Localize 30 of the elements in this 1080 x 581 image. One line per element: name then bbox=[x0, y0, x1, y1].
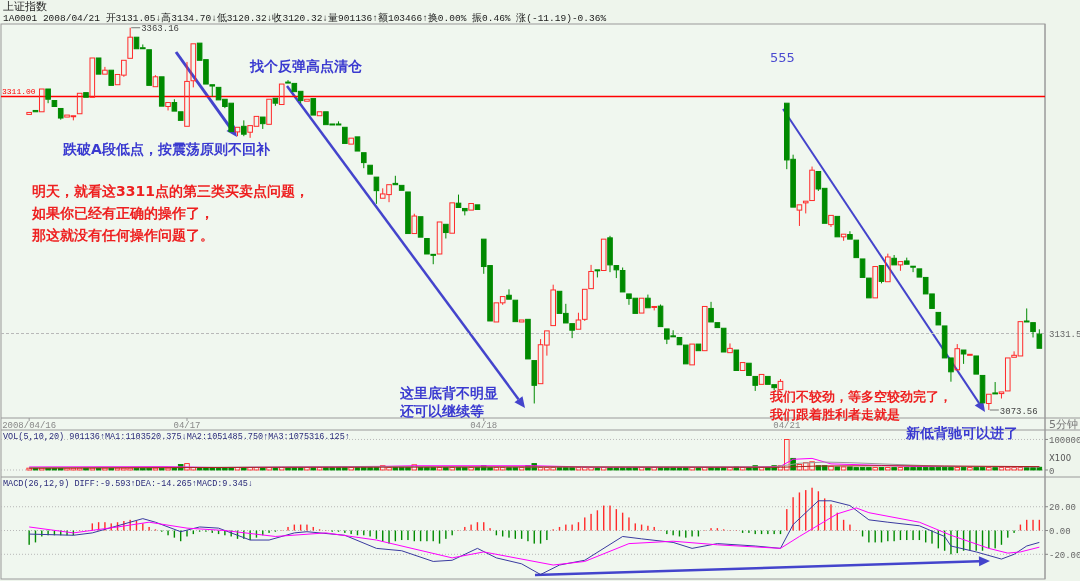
chart-subtitle: 1A0001 2008/04/21 开3131.05↓高3134.70↓低3120.32↓收3120.32↓量901136↑额103466↑换0.00% 振0.46% 涨(-11.19)-0.36% bbox=[3, 12, 607, 24]
annotation: 这里底背不明显 bbox=[399, 385, 498, 401]
y-tick-label: -20.00 bbox=[1049, 550, 1080, 561]
y-tick-label: 0.00 bbox=[1049, 527, 1071, 538]
annotation: 我们不较劲，等多空较劲完了， bbox=[769, 389, 952, 404]
annotation: 跌破A段低点，按震荡原则不回补 bbox=[62, 141, 271, 157]
text: 5分钟 bbox=[1049, 418, 1078, 431]
y-tick-label: 100000 bbox=[1049, 435, 1080, 446]
y-tick-label: 0 bbox=[1049, 466, 1055, 477]
x-tick-label: 04/18 bbox=[470, 421, 498, 431]
annotation: 我们跟着胜利者走就是 bbox=[769, 407, 900, 422]
annotation: 还可以继续等 bbox=[399, 403, 484, 419]
annotation: 如果你已经有正确的操作了， bbox=[31, 205, 214, 221]
annotation: 555 bbox=[770, 50, 795, 65]
annotation: 找个反弹高点清仓 bbox=[249, 58, 363, 74]
annotation: 3073.56 bbox=[999, 406, 1038, 417]
annotation: 明天，就看这3311点的第三类买卖点问题， bbox=[32, 183, 309, 199]
x-tick-label: 2008/04/16 bbox=[2, 421, 57, 431]
y-tick-label: 20.00 bbox=[1049, 503, 1077, 514]
annotation: 那这就没有任何操作问题了。 bbox=[31, 227, 214, 243]
chart-title: 上证指数 bbox=[3, 0, 47, 13]
x-tick-label: 04/17 bbox=[173, 421, 201, 431]
text: X100 bbox=[1049, 453, 1072, 463]
annotation: 3363.16 bbox=[141, 24, 179, 35]
ref-line-label: 3311.00 bbox=[2, 87, 36, 97]
ref-line-label: 3131.5 bbox=[1049, 330, 1080, 341]
annotation: 新低背驰可以进了 bbox=[905, 425, 1018, 441]
x-tick-label: 04/21 bbox=[773, 421, 801, 431]
chart-subtitle: VOL(5,10,20) 901136↑MA1:1103520.375↓MA2:1051485.750↑MA3:1075316.125↑ bbox=[3, 432, 350, 442]
chart-subtitle: MACD(26,12,9) DIFF:-9.593↑DEA:-14.265↑MACD:9.345↓ bbox=[3, 479, 253, 489]
